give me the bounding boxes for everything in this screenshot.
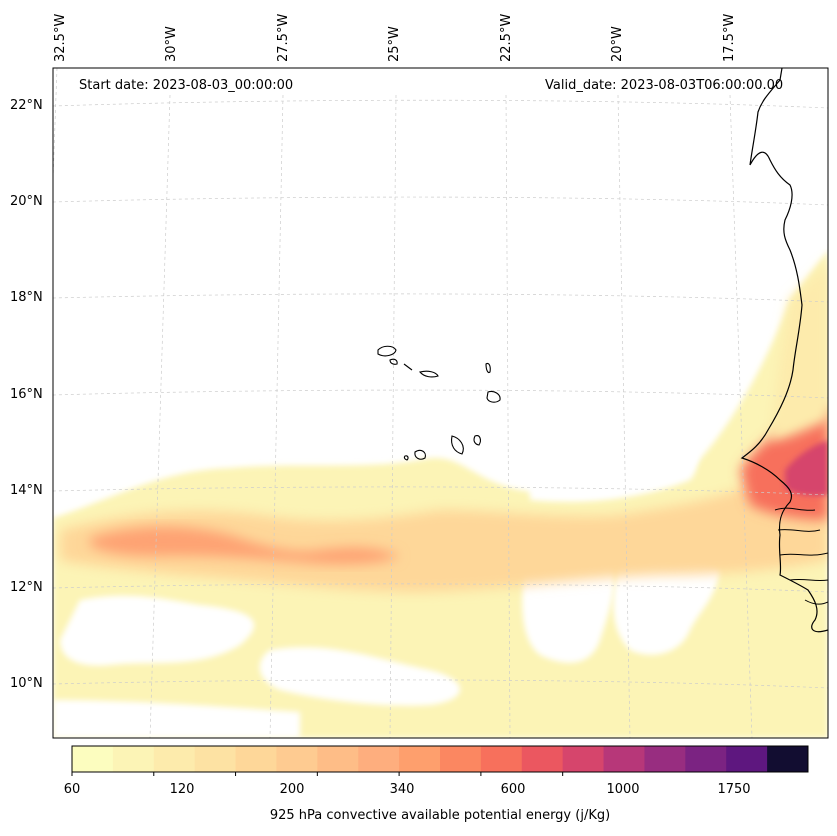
colorbar-swatch <box>399 746 441 772</box>
lon-label: 30°W <box>164 26 179 62</box>
colorbar-border <box>71 745 809 773</box>
lon-label: 32.5°W <box>53 13 68 62</box>
colorbar-swatch <box>235 746 277 772</box>
cape-hotspot-inner <box>785 440 828 496</box>
colorbar-swatch <box>440 746 482 772</box>
lat-label: 12°N <box>10 580 43 595</box>
lat-label: 18°N <box>10 290 43 305</box>
colorbar-swatch <box>685 746 727 772</box>
lat-label: 22°N <box>10 98 43 113</box>
colorbar-swatch <box>767 746 809 772</box>
colorbar-swatch <box>72 746 114 772</box>
lat-label: 14°N <box>10 483 43 498</box>
cabo-verde-islands <box>377 345 501 461</box>
valid-date-label: Valid_date: 2023-08-03T06:00:00.00 <box>545 78 784 93</box>
map-frame <box>52 67 829 739</box>
colorbar-tick-label: 120 <box>169 782 195 797</box>
colorbar-swatch <box>112 746 155 772</box>
guinea-coastline <box>774 507 828 605</box>
colorbar-swatch <box>480 746 523 772</box>
colorbar-swatch <box>194 746 237 772</box>
lon-label: 22.5°W <box>499 13 514 62</box>
lon-label: 25°W <box>387 26 402 62</box>
africa-coastline <box>740 68 828 633</box>
colorbar-swatch <box>276 746 318 772</box>
cape-band-high <box>90 526 400 565</box>
cape-gap-4 <box>613 554 720 655</box>
start-date-label: Start date: 2023-08-03_00:00:00 <box>79 78 294 93</box>
colorbar-tick-label: 600 <box>500 782 526 797</box>
colorbar-swatch <box>317 746 359 772</box>
colorbar-swatch <box>562 746 605 772</box>
lon-label: 20°W <box>610 26 625 62</box>
lon-label: 17.5°W <box>722 13 737 62</box>
lat-label: 16°N <box>10 387 43 402</box>
colorbar-tick-label: 340 <box>389 782 415 797</box>
colorbar-tick-label: 60 <box>63 782 81 797</box>
colorbar-swatch <box>726 746 768 772</box>
cape-gap-1 <box>60 595 255 666</box>
colorbar-tick-label: 200 <box>279 782 305 797</box>
colorbar-swatch <box>521 746 564 772</box>
cape-gap-5 <box>528 440 698 502</box>
colorbar-swatch <box>358 746 400 772</box>
colorbar-tick-label: 1000 <box>606 782 640 797</box>
lat-label: 20°N <box>10 194 43 209</box>
colorbar-swatch <box>603 746 645 772</box>
graticule <box>53 68 828 738</box>
cape-gap-6 <box>53 700 300 738</box>
colorbar-title: 925 hPa convective available potential e… <box>269 808 611 823</box>
lon-label: 27.5°W <box>276 13 291 62</box>
cape-gap-2 <box>259 647 460 706</box>
cape-plume-north <box>770 260 828 440</box>
colorbar-swatch <box>153 746 196 772</box>
colorbar-tick-label: 1750 <box>717 782 751 797</box>
lat-label: 10°N <box>10 676 43 691</box>
colorbar <box>71 745 809 776</box>
colorbar-swatch <box>644 746 686 772</box>
cape-field <box>53 250 828 738</box>
